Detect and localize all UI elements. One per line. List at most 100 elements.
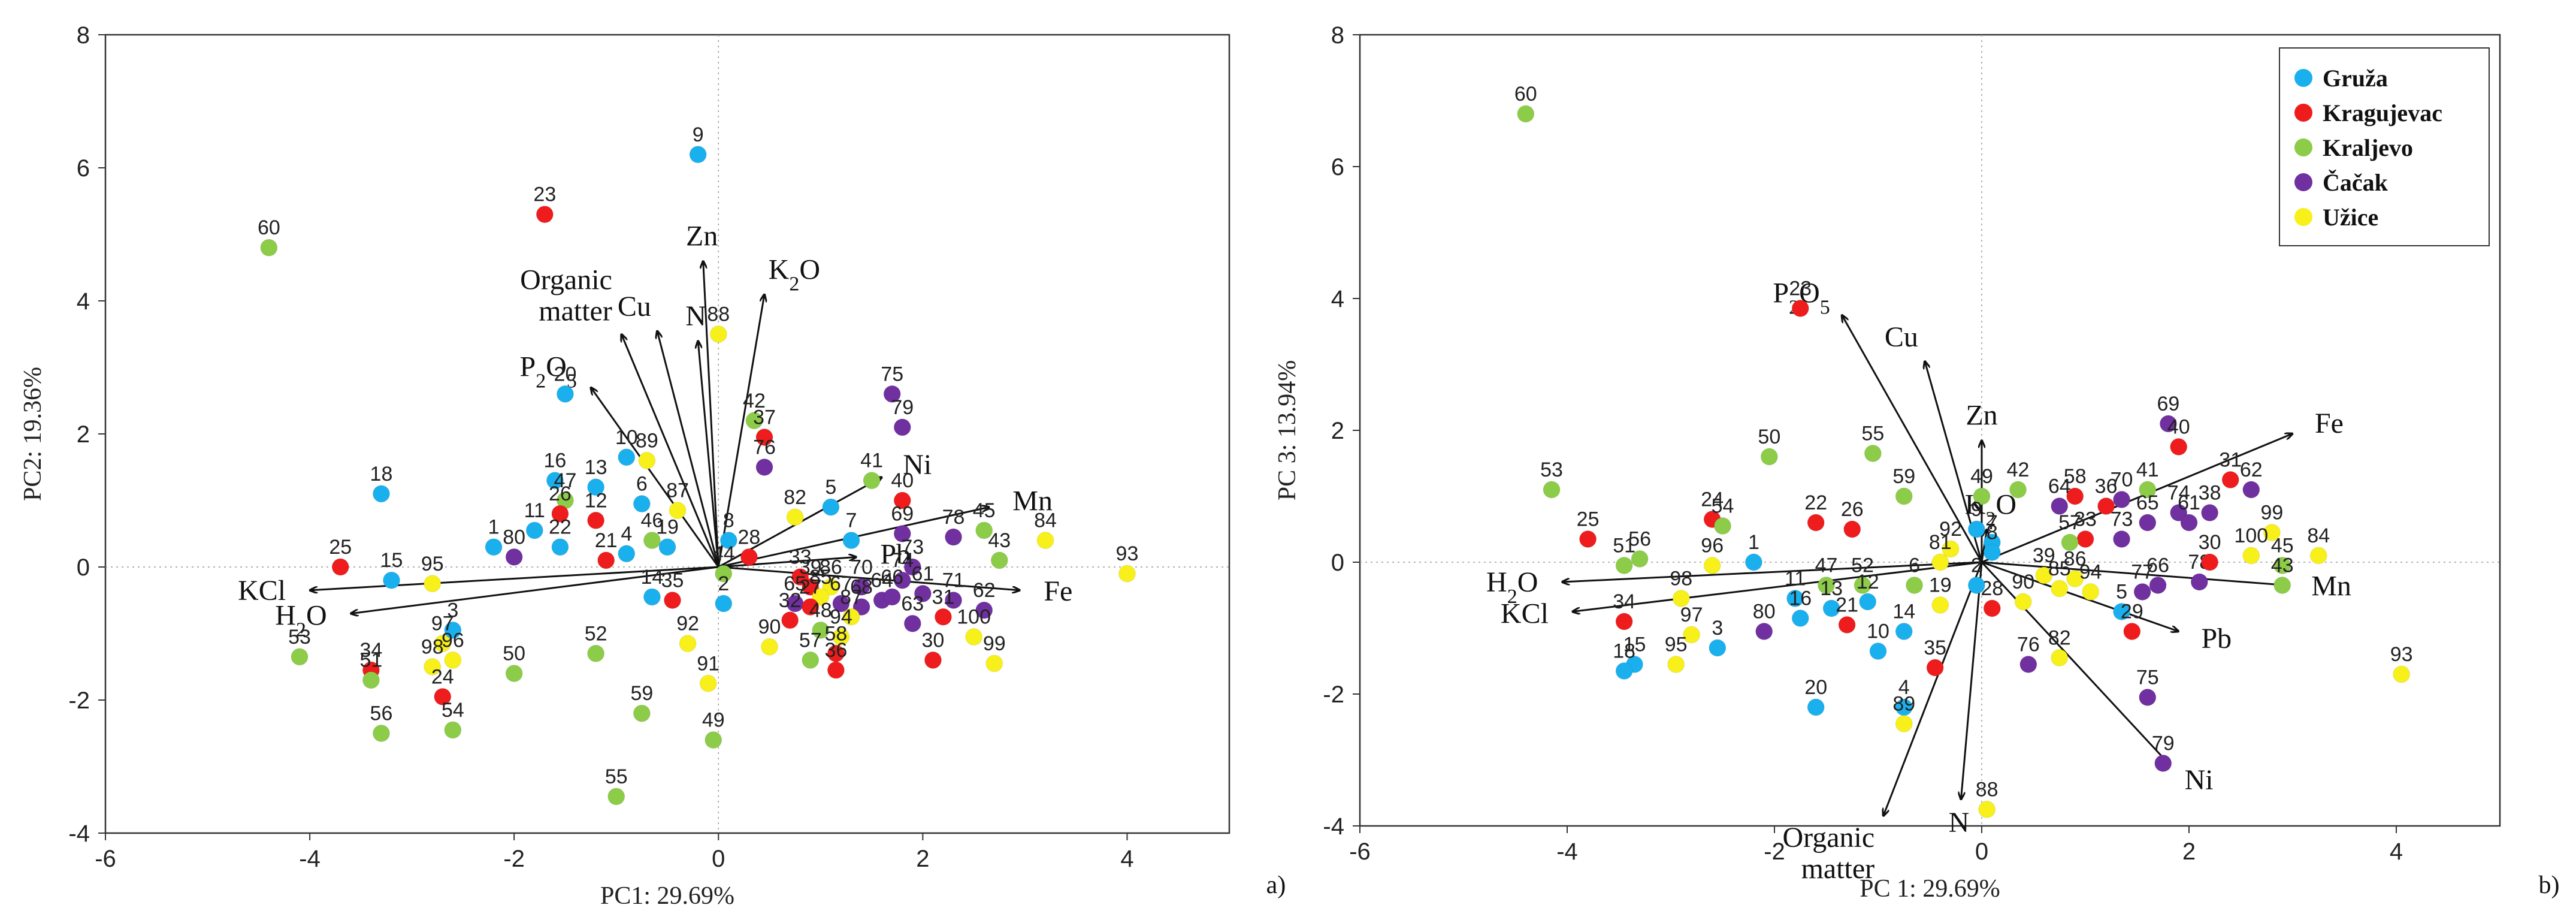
point-label: 91 [697,652,719,675]
data-point [2201,553,2219,571]
point-label: 23 [1789,277,1812,300]
point-label: 28 [738,526,761,548]
data-point [607,788,625,806]
point-label: 54 [442,699,464,722]
plot-frame [104,34,1230,834]
point-label: 14 [641,566,664,589]
data-point [383,571,401,589]
point-label: 54 [1712,495,1734,518]
data-point [903,558,921,576]
data-point [832,595,850,613]
data-point [633,495,651,513]
point-label: 41 [2136,459,2159,481]
data-point [1822,599,1840,617]
data-point [1631,550,1649,568]
data-point [2263,524,2281,541]
data-point [2242,481,2260,499]
data-point [587,644,605,662]
point-label: 19 [656,516,679,539]
data-point [1760,448,1778,466]
point-label: 30 [922,629,945,651]
loading-vector [1981,434,2293,563]
point-label: 55 [605,765,628,788]
data-point [699,674,717,692]
point-label: 52 [585,622,607,645]
point-label: 92 [676,613,699,635]
x-axis-title: PC1: 29.69% [600,882,734,910]
vector-label: KCl [1501,598,1549,629]
data-point [1926,659,1944,677]
data-point [1854,577,1871,594]
y-tick-label: 4 [1331,286,1344,312]
data-point [985,654,1003,672]
y-tick-label: 8 [1331,22,1344,49]
loading-vector [698,341,719,568]
point-label: 80 [1753,601,1776,623]
point-label: 8 [723,509,734,532]
y-tick-label: 2 [77,421,90,448]
loading-vector [1883,562,1983,816]
point-label: 94 [2079,561,2102,584]
data-point [1895,623,1913,640]
y-axis-title: PC2: 19.36% [19,367,47,501]
data-point [2051,580,2069,598]
data-point [2190,573,2208,591]
data-point [1709,639,1727,657]
point-label: 76 [753,436,776,459]
point-label: 66 [2146,554,2169,577]
point-label: 87 [840,586,863,608]
data-point [587,511,605,529]
data-point [291,648,309,666]
data-point [618,545,636,563]
data-point [832,628,850,646]
point-label: 10 [1867,620,1889,643]
data-point [945,592,963,609]
vector-label: Organic matter [520,264,612,327]
legend-label: Kraljevo [2323,134,2413,161]
data-point [618,448,636,466]
point-label: 43 [2271,554,2294,577]
point-label: 96 [1701,535,1724,557]
point-label: 67 [830,572,852,595]
x-axis-title: PC 1: 29.69% [1860,875,2000,903]
point-label: 58 [824,622,847,645]
point-label: 95 [1665,634,1688,656]
point-label: 11 [1785,568,1806,590]
point-label: 26 [549,482,572,505]
point-label: 31 [932,586,955,608]
point-label: 95 [421,553,444,575]
vector-label: N [685,300,706,332]
data-point [551,505,569,523]
point-label: 4 [621,523,632,545]
data-point [2273,577,2291,594]
point-label: 35 [661,569,684,592]
data-point [1683,626,1701,644]
point-label: 63 [901,592,924,615]
data-point [638,451,656,469]
data-point [2170,438,2188,456]
data-point [893,525,911,542]
point-label: 16 [543,450,566,472]
data-point [658,538,676,556]
vector-label: Cu [1885,321,1918,353]
data-point [372,485,390,503]
data-point [2201,504,2219,521]
point-label: 53 [1540,459,1563,481]
point-label: 77 [2131,561,2154,584]
data-point [2082,583,2100,601]
data-point [485,538,503,556]
point-label: 59 [630,682,653,705]
data-point [719,532,737,550]
point-label: 57 [799,629,822,651]
data-point [2061,533,2079,551]
point-label: 47 [554,469,577,492]
loading-vector [1961,562,1983,800]
data-point [934,608,952,626]
point-label: 81 [1929,531,1952,554]
data-point [260,239,278,257]
data-point [2309,547,2327,565]
point-label: 92 [1939,518,1962,541]
point-label: 14 [1892,601,1915,623]
point-label: 78 [942,506,965,529]
data-point [903,614,921,632]
